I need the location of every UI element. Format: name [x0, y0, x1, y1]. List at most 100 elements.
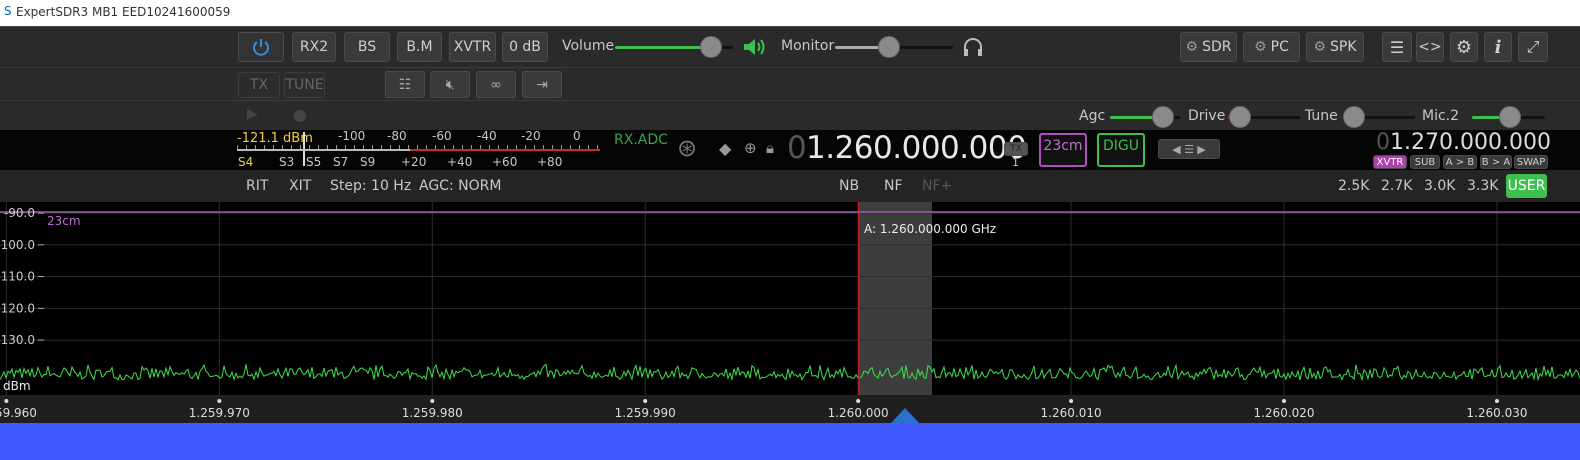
mic-knob[interactable]: [1499, 106, 1521, 128]
memory-nav[interactable]: ◀ ☰ ▶: [1158, 139, 1220, 159]
x-tick-label: 1.259.970: [189, 406, 250, 420]
step-button[interactable]: Step: 10 Hz: [330, 178, 412, 194]
meter-s-label: +80: [537, 155, 563, 169]
speaker-icon[interactable]: [742, 37, 766, 57]
window-title: ExpertSDR3 MB1 EED10241600059: [16, 5, 231, 19]
noise-trace: [0, 363, 1580, 382]
x-tick-label: 1.259.980: [402, 406, 463, 420]
bs-button[interactable]: BS: [344, 32, 390, 62]
band-button[interactable]: 23cm: [1039, 133, 1087, 167]
filter-button[interactable]: 3.0K: [1424, 178, 1456, 194]
band-marker: 23cm: [47, 214, 81, 228]
record-button[interactable]: ∞: [476, 71, 516, 98]
tx-index: 1: [1012, 156, 1019, 169]
volume-knob[interactable]: [700, 36, 722, 58]
code-button[interactable]: <>: [1416, 32, 1444, 62]
fullscreen-button[interactable]: ⤢: [1518, 32, 1548, 62]
volume-slider[interactable]: [615, 46, 733, 49]
filter-button[interactable]: 3.3K: [1467, 178, 1499, 194]
meter-dbm-label: -80: [387, 129, 407, 143]
tx-row: TX TUNE ☷ 🔇︎ ∞ ⇥: [0, 67, 1580, 101]
agc-mode[interactable]: AGC: NORM: [419, 178, 502, 194]
y-tick-label: -120.0: [0, 301, 35, 315]
sub-button[interactable]: SUB: [1410, 155, 1440, 169]
meter-s-label: S5: [306, 155, 322, 169]
lock-icon[interactable]: 🔒︎: [766, 139, 774, 157]
meter-scale-over: [410, 149, 600, 151]
sdr-output[interactable]: ⚙ SDR: [1180, 32, 1237, 62]
nf-plus-button[interactable]: NF+: [922, 178, 953, 194]
attenuator-button[interactable]: 0 dB: [502, 32, 548, 62]
x-tick: [4, 399, 9, 403]
bm-button[interactable]: B.M: [397, 32, 442, 62]
add-icon[interactable]: ⊕: [744, 139, 757, 157]
toolbar: RX2 BS B.M XVTR 0 dB Volume Monitor ⚙ SDR…: [0, 26, 1580, 67]
meter-s-label: S7: [333, 155, 349, 169]
meter-reading: -121.1 dBm: [237, 131, 313, 146]
meter-ticks: [237, 145, 600, 149]
mic-label: Mic.2: [1422, 108, 1460, 124]
waterfall: [0, 423, 1580, 460]
nf-button[interactable]: NF: [884, 178, 903, 194]
agc-slider[interactable]: [1110, 116, 1180, 119]
headphones-icon[interactable]: [962, 36, 984, 58]
vfo-a-frequency[interactable]: 1.260.000.000: [806, 130, 1027, 166]
tuning-knob-icon[interactable]: ⊛: [677, 134, 698, 162]
y-tick-label: -90.0: [4, 206, 35, 220]
meter-dbm-label: -100: [338, 129, 366, 143]
eq-button[interactable]: ☷: [385, 71, 425, 98]
x-tick-label: 1.260.010: [1041, 406, 1102, 420]
filter-button[interactable]: 2.7K: [1381, 178, 1413, 194]
swap-button[interactable]: SWAP: [1514, 155, 1548, 169]
mode-button[interactable]: DIGU: [1097, 133, 1145, 167]
spectrum-background: [0, 202, 1580, 395]
meter-s-label: S9: [360, 155, 376, 169]
vfo-row: -121.1 dBm -100 -80 -60 -40 -20 0 S4 S3 …: [0, 129, 1580, 170]
vfo-a-lead: 0: [787, 130, 807, 166]
title-bar: S ExpertSDR3 MB1 EED10241600059: [0, 0, 1580, 26]
mute-button[interactable]: 🔇︎: [430, 71, 470, 98]
b-to-a-button[interactable]: B > A: [1480, 155, 1512, 169]
y-tick-label: -110.0: [0, 270, 35, 284]
y-tick-label: -100.0: [0, 238, 35, 252]
nb-button[interactable]: NB: [839, 178, 860, 194]
tune-knob[interactable]: [1343, 106, 1365, 128]
monitor-knob[interactable]: [878, 36, 900, 58]
drive-label: Drive: [1188, 108, 1226, 124]
a-to-b-button[interactable]: A > B: [1443, 155, 1477, 169]
settings-button[interactable]: ⚙: [1450, 32, 1478, 62]
filter-button[interactable]: USER: [1506, 174, 1547, 198]
meter-dbm-label: -40: [477, 129, 497, 143]
vfo-b-frequency[interactable]: 1.270.000.000: [1390, 130, 1551, 155]
play-button[interactable]: ⇥: [522, 71, 562, 98]
frequency-axis: [0, 395, 1580, 423]
slider-row: ▶ ● Agc Drive Tune Mic.2: [0, 100, 1580, 131]
unit-label: dBm: [3, 379, 31, 393]
play-icon[interactable]: ▶: [247, 106, 258, 122]
meter-dbm-label: -60: [432, 129, 452, 143]
xit-button[interactable]: XIT: [289, 178, 312, 194]
meter-s-label: +40: [447, 155, 473, 169]
spk-output[interactable]: ⚙ SPK: [1306, 32, 1364, 62]
drive-knob[interactable]: [1229, 106, 1251, 128]
pc-output[interactable]: ⚙ PC: [1243, 32, 1300, 62]
eraser-icon[interactable]: ◆: [719, 139, 732, 158]
vfo-marker[interactable]: [891, 408, 919, 423]
rit-button[interactable]: RIT: [246, 178, 269, 194]
agc-knob[interactable]: [1152, 106, 1174, 128]
info-button[interactable]: i: [1484, 32, 1512, 62]
x-tick: [217, 399, 222, 403]
xvtr-button[interactable]: XVTR: [449, 32, 496, 62]
power-button[interactable]: [238, 32, 284, 62]
tune-slider[interactable]: [1343, 116, 1415, 119]
xvtr-indicator[interactable]: XVTR: [1373, 155, 1407, 169]
filter-button[interactable]: 2.5K: [1338, 178, 1370, 194]
record-icon[interactable]: ●: [293, 105, 307, 124]
spectrum: 23cm A: 1.260.000.000 GHz dBm -90.0 -100.…: [0, 202, 1580, 460]
tx-button[interactable]: TX: [238, 72, 280, 98]
rx2-button[interactable]: RX2: [292, 32, 336, 62]
volume-label: Volume: [562, 38, 615, 54]
menu-button[interactable]: ☰: [1382, 32, 1412, 62]
tune-button[interactable]: TUNE: [284, 72, 325, 98]
